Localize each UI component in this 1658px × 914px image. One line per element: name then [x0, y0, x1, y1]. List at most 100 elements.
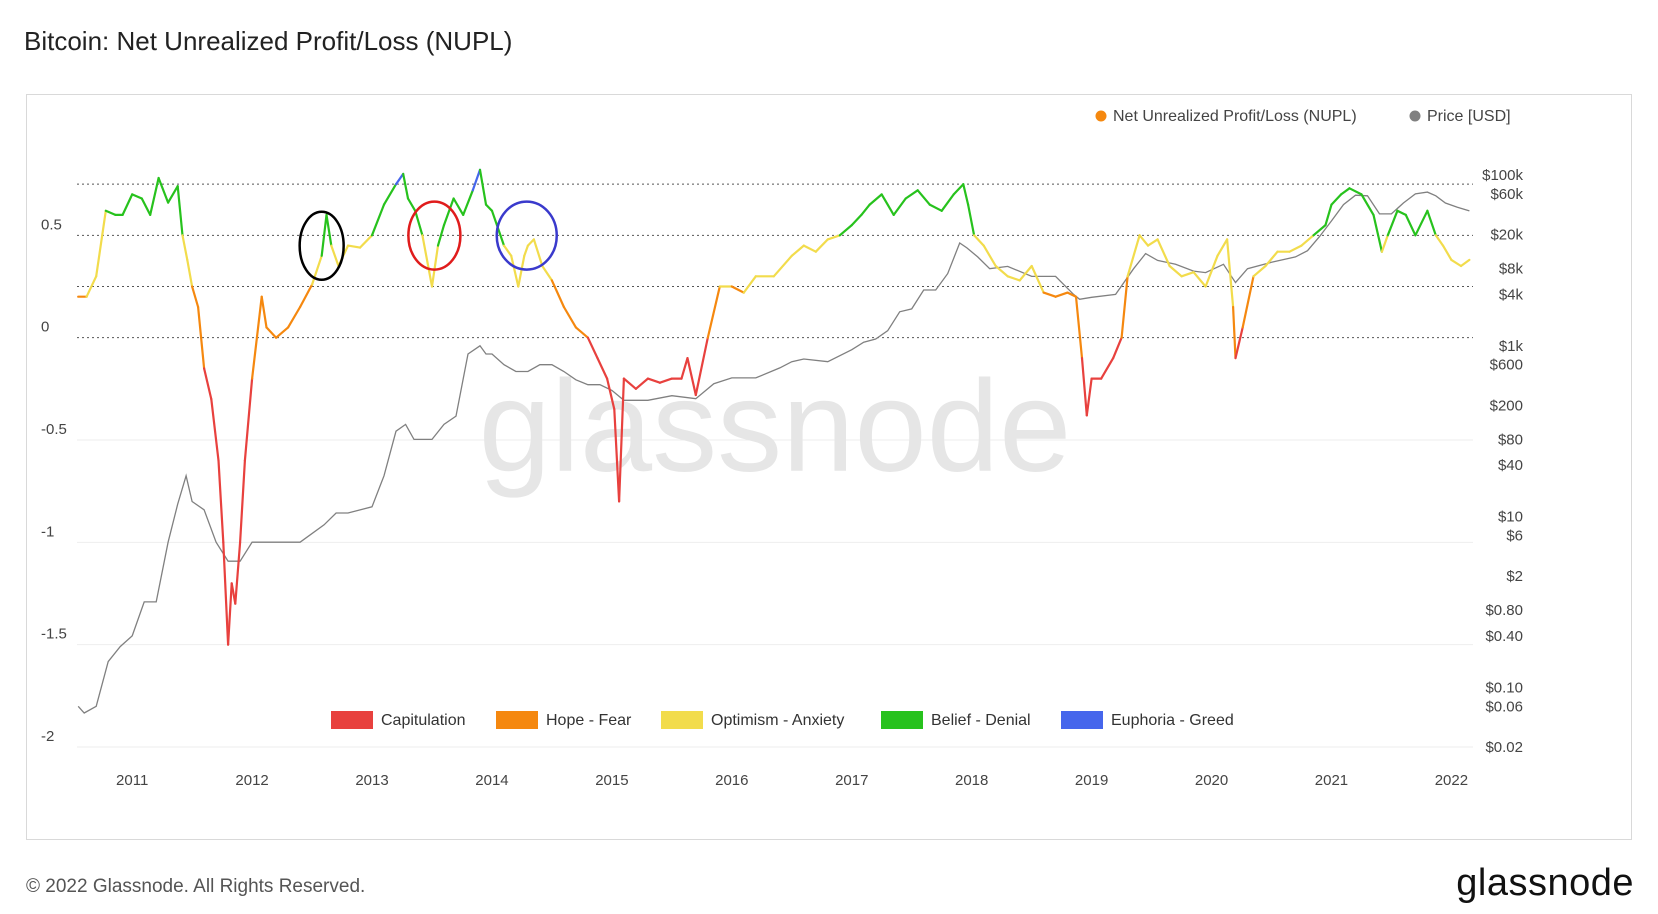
nupl-segment: [320, 213, 328, 257]
legend-swatch: [331, 711, 373, 729]
x-tick-label: 2022: [1435, 772, 1468, 789]
nupl-segment: [1380, 234, 1389, 253]
y-right-tick-label: $1k: [1499, 338, 1524, 355]
y-right-tick-label: $600: [1490, 357, 1523, 374]
nupl-segment: [994, 264, 1009, 278]
nupl-segment: [1018, 264, 1033, 282]
nupl-segment: [275, 326, 290, 339]
nupl-segment: [1074, 295, 1084, 360]
nupl-segment: [982, 244, 997, 268]
nupl-segment: [1288, 244, 1303, 253]
nupl-segment: [730, 285, 745, 294]
nupl-segment: [605, 377, 616, 411]
legend-swatch: [496, 711, 538, 729]
nupl-segment: [892, 197, 907, 217]
y-right-tick-label: $200: [1490, 397, 1523, 414]
nupl-segment: [442, 197, 455, 227]
nupl-segment: [502, 244, 513, 257]
nupl-segment: [325, 213, 333, 247]
x-tick-label: 2017: [835, 772, 868, 789]
nupl-segment: [1080, 357, 1088, 417]
y-right-tick-label: $0.10: [1485, 679, 1523, 696]
nupl-segment: [517, 254, 526, 288]
legend-top-marker: [1409, 110, 1421, 122]
y-left-tick-label: -1.5: [41, 626, 67, 643]
nupl-segment: [510, 254, 520, 288]
x-tick-label: 2019: [1075, 772, 1108, 789]
nupl-segment: [1030, 264, 1045, 294]
nupl-segment: [1180, 271, 1195, 278]
nupl-segment: [1252, 264, 1267, 278]
nupl-segment: [186, 258, 194, 288]
nupl-segment: [243, 377, 254, 462]
chart-frame: glassnode 0.5 0 -0.5 -1 -1.5 -2 $100k $60k $20k $8…: [26, 94, 1632, 840]
nupl-segment: [916, 189, 931, 206]
nupl-segment: [952, 183, 965, 196]
nupl-segment: [227, 582, 233, 646]
legend-label: Capitulation: [381, 712, 466, 729]
y-right-tick-label: $20k: [1490, 227, 1523, 244]
annotation-ellipse-0: [298, 210, 345, 282]
y-right-tick-label: $0.80: [1485, 602, 1523, 619]
nupl-segment: [860, 203, 871, 217]
nupl-segment: [1434, 234, 1445, 247]
nupl-segment: [1120, 275, 1129, 339]
y-right-tick-label: $80: [1498, 431, 1523, 448]
nupl-segment: [658, 377, 674, 384]
nupl-segment: [414, 209, 424, 237]
nupl-segment: [197, 305, 206, 370]
nupl-segment: [1264, 250, 1279, 268]
x-tick-label: 2013: [355, 772, 388, 789]
y-left-tick-label: -1: [41, 523, 54, 540]
nupl-segment: [1138, 234, 1150, 247]
nupl-segment: [694, 336, 709, 397]
nupl-segment: [850, 213, 863, 227]
nupl-segment: [402, 172, 410, 200]
nupl-segment: [471, 168, 482, 192]
nupl-segment: [1459, 258, 1471, 268]
nupl-segment: [239, 459, 246, 544]
nupl-segment: [176, 185, 184, 237]
nupl-segment: [1042, 291, 1057, 298]
nupl-segment: [346, 244, 362, 249]
nupl-segment: [1204, 254, 1219, 288]
nupl-segment: [330, 244, 340, 268]
nupl-segment: [1360, 193, 1375, 217]
nupl-segment: [149, 176, 160, 217]
legend-swatch: [661, 711, 703, 729]
nupl-segment: [131, 193, 143, 200]
nupl-segment: [260, 295, 268, 329]
nupl-segment: [972, 234, 985, 247]
nupl-segment: [1441, 244, 1453, 261]
nupl-segment: [1216, 238, 1229, 257]
y-right-tick-label: $2: [1506, 568, 1523, 585]
nupl-segment: [1372, 213, 1384, 253]
nupl-segment: [1225, 238, 1235, 309]
y-right-tick-label: $4k: [1499, 286, 1524, 303]
y-left-tick-label: 0.5: [41, 216, 62, 233]
nupl-segment: [1146, 238, 1159, 247]
y-right-tick-label: $40: [1498, 457, 1523, 474]
nupl-segment: [1066, 291, 1078, 298]
copyright-text: © 2022 Glassnode. All Rights Reserved.: [26, 876, 366, 897]
annotation-ellipse-2: [495, 200, 558, 271]
nupl-segment: [217, 459, 225, 544]
nupl-segment: [157, 176, 170, 204]
nupl-segment: [203, 367, 213, 401]
nupl-segment: [358, 234, 374, 249]
x-tick-label: 2021: [1315, 772, 1348, 789]
y-left-tick-label: -2: [41, 728, 54, 745]
nupl-segment: [1339, 187, 1351, 196]
nupl-segment: [1426, 209, 1437, 237]
chart-title: Bitcoin: Net Unrealized Profit/Loss (NUP…: [24, 26, 513, 56]
y-right-tick-label: $0.40: [1485, 628, 1523, 645]
nupl-segment: [181, 234, 189, 261]
nupl-segment: [1054, 291, 1069, 298]
nupl-segment: [826, 234, 841, 241]
x-tick-label: 2020: [1195, 772, 1228, 789]
nupl-segment: [541, 264, 554, 282]
nupl-segment: [904, 189, 919, 200]
nupl-segment: [574, 326, 590, 339]
legend-label: Belief - Denial: [931, 712, 1031, 729]
y-right-tick-label: $60k: [1490, 186, 1523, 203]
